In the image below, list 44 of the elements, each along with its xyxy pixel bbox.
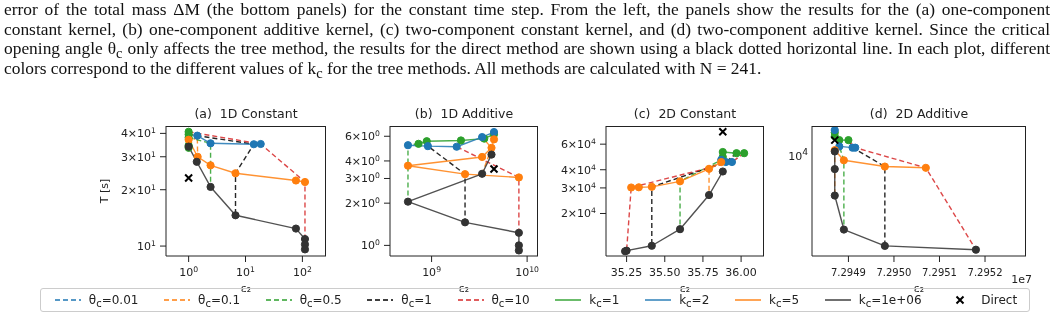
legend-label: θ$_{c}$=10	[491, 293, 530, 310]
y-tick-label: 6×10$^{0}$	[344, 128, 381, 144]
x-tick-label: 7.2952	[967, 267, 1003, 278]
y-tick-label: 10$^{1}$	[137, 238, 157, 254]
legend-label: k$_{c}$=1	[589, 293, 620, 310]
y-tick-label: 3×10$^{4}$	[560, 180, 597, 195]
y-tick-label: 4×10$^{1}$	[120, 125, 157, 141]
x-tick-label: 36.00	[725, 266, 757, 279]
chart-title: (a) 1D Constant	[193, 106, 299, 121]
chart-title: (c) 2D Constant	[632, 106, 738, 121]
x-tick-label: 7.2949	[830, 267, 866, 278]
legend-label: θ$_{c}$=0.1	[198, 293, 241, 310]
chart-title: (b) 1D Additive	[413, 106, 515, 121]
legend-label: k$_{c}$=5	[768, 293, 800, 310]
x-tick-label: 10$^{1}$	[236, 264, 256, 279]
legend-label: θ$_{c}$=0.5	[299, 293, 342, 310]
y-tick-label: 4×10$^{0}$	[344, 153, 381, 168]
legend-label: θ$_{c}$=1	[401, 293, 432, 310]
x-tick-label: 7.2950	[876, 267, 912, 278]
legend-label: Direct	[981, 293, 1018, 307]
x-tick-label: 10$^{9}$	[422, 264, 442, 279]
x-tick-label: 10$^{0}$	[179, 264, 199, 279]
y-tick-label: 3×10$^{0}$	[344, 170, 381, 186]
y-tick-label: 3×10$^{1}$	[120, 149, 157, 164]
legend-label: k$_{c}$=2	[679, 293, 710, 310]
y-tick-label: 4×10$^{4}$	[560, 162, 597, 177]
y-tick-label: 2×10$^{1}$	[120, 182, 157, 197]
text: 1e7	[1011, 273, 1032, 286]
x-tick-label: 10$^{2}$	[292, 264, 312, 279]
y-tick-label: 2×10$^{4}$	[560, 206, 597, 221]
x-tick-label: 35.25	[610, 266, 643, 279]
text: error of the total mass ΔM (the bottom panels) for the constant time step. From the left, the panels show the results for the (a) one-component constant kernel, (b) one-component additive kernel, (c) two-component constant kernel, and (d) two-component additive kernel. Since the critical opening angle θ$_{c}$ only affects the tree method, the results for the direct method are shown using a black dotted horizontal line. In each plot, different colors correspond to the different values of k$_{c}$ for the tree methods. All methods are calculated with N = 241.	[4, 0, 1050, 81]
legend-label: k$_{c}$=1e+06	[858, 293, 922, 310]
x-tick-label: 35.75	[687, 266, 719, 279]
x-tick-label: 35.50	[649, 266, 681, 279]
x-tick-label: 7.2951	[921, 267, 957, 278]
x-tick-label: 10$^{10}$	[515, 264, 540, 279]
y-tick-label: 10$^{0}$	[361, 237, 381, 253]
y-tick-label: 2×10$^{0}$	[344, 195, 381, 211]
chart-title: (d) 2D Additive	[868, 106, 970, 121]
text: 10$^{4}$	[788, 146, 808, 163]
y-axis-title: T [s]	[98, 178, 111, 205]
y-tick-label: 6×10$^{4}$	[560, 136, 597, 152]
legend-label: θ$_{c}$=0.01	[88, 293, 139, 310]
